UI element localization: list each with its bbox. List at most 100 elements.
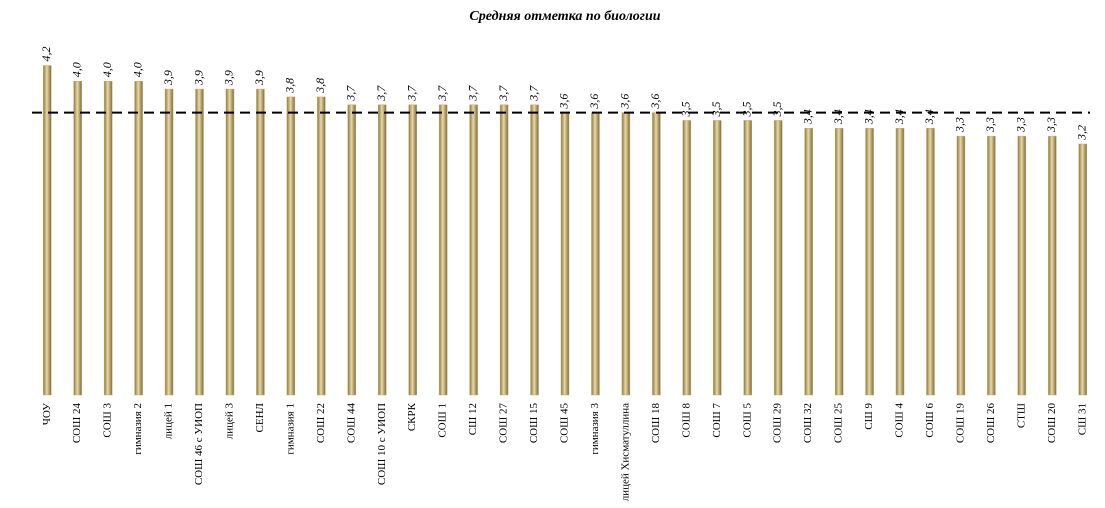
bar: [195, 88, 204, 396]
x-tick-label: СШ 12: [467, 403, 479, 435]
x-tick-label: СОШ 24: [71, 403, 83, 444]
data-label: 3,3: [1014, 117, 1028, 133]
x-tick-label: лицей Хисматуллина: [619, 403, 631, 501]
bar: [865, 128, 874, 396]
bar: [225, 88, 235, 396]
x-tick-label: СОШ 4: [894, 403, 906, 438]
data-label: 3,5: [679, 101, 693, 117]
bar: [895, 128, 905, 396]
data-label: 3,6: [557, 94, 571, 110]
data-label: 3,9: [191, 70, 205, 86]
data-label: 3,5: [709, 101, 723, 117]
bar: [956, 135, 966, 396]
bar: [317, 96, 326, 396]
x-tick-label: СТШ: [1015, 403, 1027, 428]
x-tick-label: СОШ 27: [498, 403, 510, 444]
data-label: 3,2: [1075, 125, 1089, 141]
bar: [469, 104, 478, 396]
bar: [378, 104, 387, 396]
x-tick-label: лицей 3: [224, 403, 236, 440]
bar: [1048, 135, 1057, 396]
bar: [834, 128, 844, 396]
data-label: 3,3: [983, 117, 997, 133]
data-label: 3,7: [344, 85, 358, 102]
x-tick-label: СОШ 3: [102, 403, 114, 438]
data-label: 3,3: [1044, 117, 1058, 133]
x-tick-label: гимназия 3: [589, 403, 601, 455]
bar: [773, 120, 783, 396]
x-tick-label: СОШ 22: [315, 403, 327, 443]
bar: [1078, 143, 1088, 396]
data-label: 3,7: [496, 85, 510, 102]
x-tick-label: СОШ 6: [924, 403, 936, 438]
data-label: 3,8: [313, 78, 327, 94]
x-tick-label: СОШ 44: [345, 403, 357, 444]
x-tick-label: СОШ 15: [528, 403, 540, 444]
x-tick-label: СШ 31: [1076, 403, 1088, 435]
bar: [804, 128, 813, 396]
x-tick-label: СОШ 20: [1046, 403, 1058, 444]
bar: [530, 104, 539, 396]
bar: [499, 104, 509, 396]
chart-title: Средняя отметка по биологии: [469, 9, 660, 24]
x-tick-label: СШ 9: [863, 403, 875, 430]
x-tick-label: СОШ 29: [772, 403, 784, 444]
data-label: 3,5: [770, 101, 784, 117]
data-label: 3,6: [618, 94, 632, 110]
data-label: 3,7: [404, 85, 418, 102]
bar: [256, 88, 265, 396]
data-label: 3,6: [587, 94, 601, 110]
data-label: 3,9: [161, 70, 175, 86]
bar: [103, 80, 113, 396]
bar: [621, 112, 631, 396]
data-label: 3,7: [435, 85, 449, 102]
x-tick-label: СОШ 1: [437, 403, 449, 438]
x-tick-label: СОШ 18: [650, 403, 662, 444]
x-tick-label: СОШ 25: [833, 403, 845, 444]
x-tick-label: СОШ 45: [559, 403, 571, 444]
bar: [42, 65, 52, 396]
data-label: 3,7: [526, 85, 540, 102]
data-label: 3,3: [953, 117, 967, 133]
x-tick-label: гимназия 2: [132, 403, 144, 455]
data-label: 3,9: [252, 70, 266, 86]
x-tick-label: СОШ 10 с УИОП: [376, 403, 388, 485]
x-tick-label: ЧОУ: [41, 403, 53, 425]
bar: [743, 120, 752, 396]
x-tick-label: СОШ 46 с УИОП: [193, 403, 205, 485]
x-tick-label: СОШ 32: [802, 403, 814, 443]
data-label: 3,9: [222, 70, 236, 86]
bar: [286, 96, 296, 396]
bar: [1017, 135, 1027, 396]
data-label: 3,8: [283, 78, 297, 94]
bar: [164, 88, 174, 396]
data-label: 3,5: [739, 101, 753, 117]
bar: [73, 80, 82, 396]
x-tick-label: гимназия 1: [284, 403, 296, 455]
data-label: 3,7: [465, 85, 479, 102]
data-label: 4,0: [130, 62, 144, 77]
bar: [652, 112, 661, 396]
x-tick-label: СОШ 5: [741, 403, 753, 438]
data-label: 4,0: [100, 62, 114, 77]
data-label: 4,2: [39, 47, 53, 62]
x-tick-label: лицей 1: [163, 403, 175, 439]
x-tick-label: СОШ 7: [711, 403, 723, 438]
bar: [682, 120, 692, 396]
bar: [926, 128, 935, 396]
x-tick-label: СКРК: [406, 402, 418, 431]
bar: [438, 104, 448, 396]
bar: [347, 104, 357, 396]
x-tick-label: СОШ 8: [680, 403, 692, 438]
x-tick-label: СОШ 26: [985, 403, 997, 444]
bar: [987, 135, 996, 396]
data-label: 3,6: [648, 94, 662, 110]
bar: [134, 80, 143, 396]
data-label: 3,7: [374, 85, 388, 102]
bar: [408, 104, 417, 396]
bar: [591, 112, 600, 396]
x-tick-label: СЕНЛ: [254, 402, 266, 432]
data-label: 4,0: [69, 62, 83, 77]
